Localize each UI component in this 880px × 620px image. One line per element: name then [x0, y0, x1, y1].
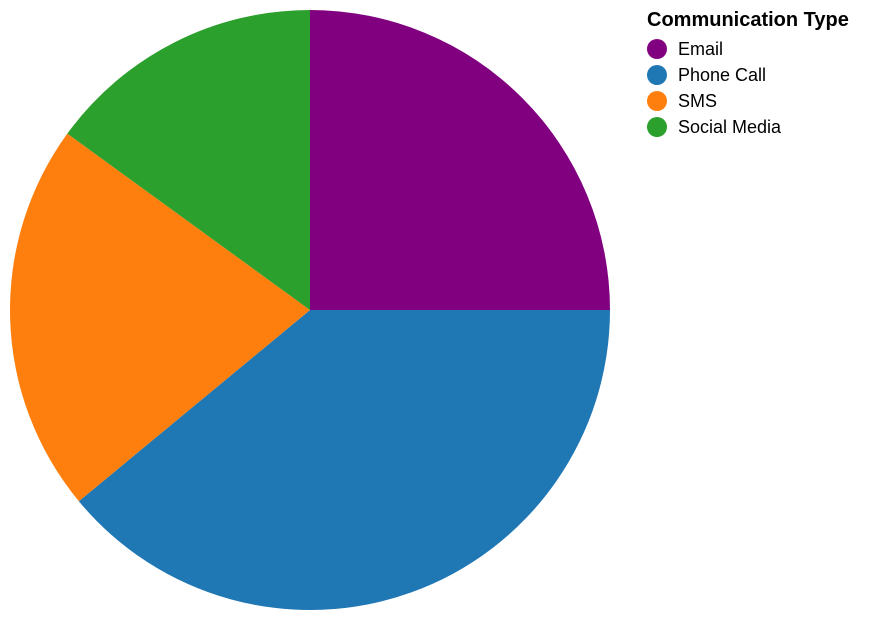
legend-title: Communication Type: [647, 9, 849, 31]
legend-swatch: [647, 65, 667, 85]
legend-items: Email Phone Call SMS Social Media: [647, 36, 849, 140]
legend-item-sms: SMS: [647, 88, 849, 114]
legend-swatch: [647, 117, 667, 137]
legend-label: SMS: [678, 90, 718, 111]
legend-label: Email: [678, 38, 724, 59]
legend-swatch: [647, 91, 667, 111]
legend-item-social-media: Social Media: [647, 114, 849, 140]
legend: Communication Type Email Phone Call SMS Soc…: [647, 9, 849, 140]
pie-slice-social-media: [67, 9, 310, 310]
legend-label: Social Media: [678, 116, 782, 137]
legend-label: Phone Call: [678, 64, 767, 85]
pie-slices: [9, 9, 611, 610]
legend-item-phone-call: Phone Call: [647, 62, 849, 88]
legend-swatch: [647, 39, 667, 59]
legend-item-email: Email: [647, 36, 849, 62]
pie-slice-phone-call: [78, 310, 611, 610]
pie-slice-email: [310, 10, 610, 310]
pie-slice-sms: [9, 133, 310, 502]
